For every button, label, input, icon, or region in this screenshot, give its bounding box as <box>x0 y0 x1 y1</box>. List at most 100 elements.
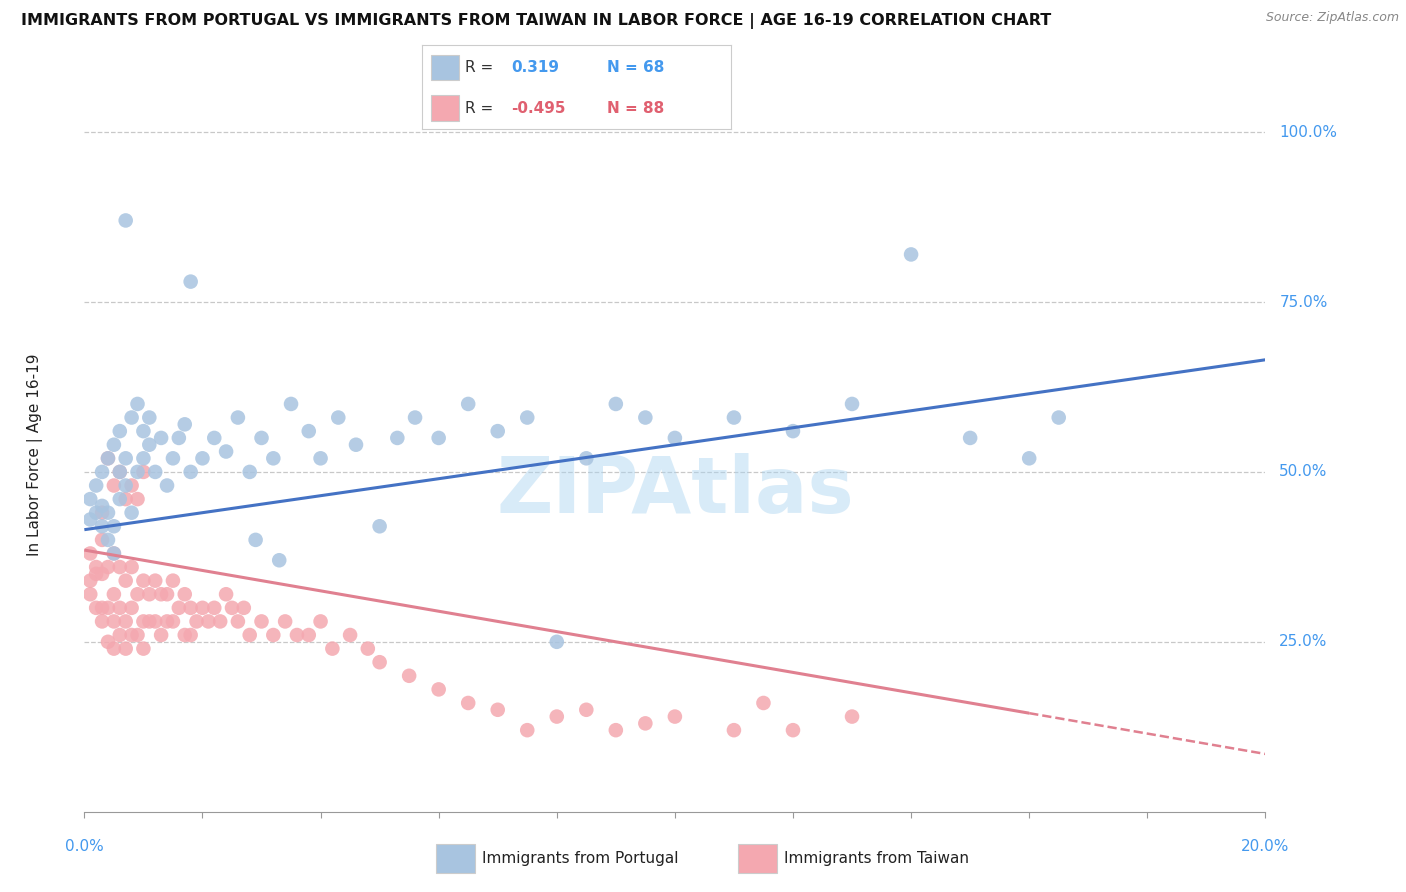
Point <box>150 431 173 445</box>
FancyBboxPatch shape <box>738 844 778 873</box>
Point <box>368 519 391 533</box>
Point <box>138 587 160 601</box>
Point <box>132 424 155 438</box>
Point <box>180 600 202 615</box>
Point <box>97 560 120 574</box>
Point <box>546 635 568 649</box>
Point <box>1047 410 1070 425</box>
Point <box>486 424 509 438</box>
Point <box>752 696 775 710</box>
Point <box>121 560 143 574</box>
Point <box>114 641 136 656</box>
Text: N = 68: N = 68 <box>607 60 665 75</box>
Point <box>108 560 131 574</box>
Point <box>103 546 125 560</box>
Point <box>167 600 190 615</box>
Point <box>202 431 225 445</box>
Point <box>150 587 173 601</box>
Point <box>114 492 136 507</box>
Point <box>900 247 922 261</box>
Text: IMMIGRANTS FROM PORTUGAL VS IMMIGRANTS FROM TAIWAN IN LABOR FORCE | AGE 16-19 CO: IMMIGRANTS FROM PORTUGAL VS IMMIGRANTS F… <box>21 13 1052 29</box>
Point <box>664 709 686 723</box>
Point <box>457 696 479 710</box>
Point <box>262 451 284 466</box>
Point <box>197 615 219 629</box>
Point <box>150 628 173 642</box>
Point <box>664 431 686 445</box>
Point <box>97 506 120 520</box>
Point <box>209 615 232 629</box>
Point <box>132 641 155 656</box>
Point <box>575 703 598 717</box>
Point <box>103 546 125 560</box>
Point <box>723 723 745 738</box>
Point <box>457 397 479 411</box>
Point <box>221 600 243 615</box>
Point <box>103 615 125 629</box>
Point <box>79 587 101 601</box>
Point <box>398 669 420 683</box>
Point <box>516 723 538 738</box>
Point <box>173 628 195 642</box>
Point <box>285 628 308 642</box>
Text: 50.0%: 50.0% <box>1279 465 1327 479</box>
Point <box>84 600 107 615</box>
Point <box>84 566 107 581</box>
Point <box>97 635 120 649</box>
Point <box>97 451 120 466</box>
Point <box>162 451 184 466</box>
Point <box>226 615 249 629</box>
Point <box>103 519 125 533</box>
Point <box>180 275 202 289</box>
Point <box>162 574 184 588</box>
Point <box>298 628 321 642</box>
Point <box>108 465 131 479</box>
Text: 75.0%: 75.0% <box>1279 294 1327 310</box>
Point <box>138 438 160 452</box>
Point <box>262 628 284 642</box>
Point <box>79 512 101 526</box>
Point <box>328 410 350 425</box>
Point <box>121 600 143 615</box>
Point <box>250 431 273 445</box>
Point <box>127 628 149 642</box>
Point <box>79 492 101 507</box>
Point <box>486 703 509 717</box>
Point <box>180 628 202 642</box>
Point <box>121 478 143 492</box>
Point <box>156 615 179 629</box>
Point <box>226 410 249 425</box>
Point <box>91 519 114 533</box>
Point <box>97 451 120 466</box>
Point <box>186 615 208 629</box>
Point <box>79 546 101 560</box>
FancyBboxPatch shape <box>432 54 458 80</box>
Point <box>167 431 190 445</box>
Point <box>127 397 149 411</box>
Text: 20.0%: 20.0% <box>1241 839 1289 855</box>
Point <box>321 641 343 656</box>
Point <box>634 716 657 731</box>
Point <box>103 587 125 601</box>
Point <box>132 465 155 479</box>
Point <box>108 600 131 615</box>
Point <box>84 478 107 492</box>
Text: ZIPAtlas: ZIPAtlas <box>496 452 853 529</box>
Point <box>309 615 332 629</box>
Text: Source: ZipAtlas.com: Source: ZipAtlas.com <box>1265 11 1399 24</box>
Point <box>180 465 202 479</box>
Point <box>91 499 114 513</box>
Point <box>114 213 136 227</box>
Point <box>91 465 114 479</box>
Text: Immigrants from Taiwan: Immigrants from Taiwan <box>785 851 969 866</box>
Point <box>357 641 380 656</box>
Point <box>103 438 125 452</box>
Point <box>103 478 125 492</box>
Point <box>156 587 179 601</box>
Point <box>127 587 149 601</box>
Point <box>723 410 745 425</box>
Point <box>114 615 136 629</box>
Point <box>108 628 131 642</box>
Point <box>91 566 114 581</box>
Point <box>309 451 332 466</box>
